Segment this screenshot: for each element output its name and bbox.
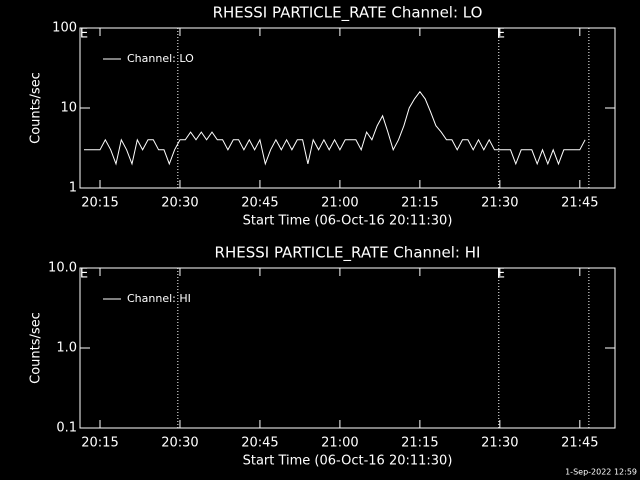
x-tick-label: 21:15 — [401, 436, 438, 451]
y-tick-label: 1.0 — [56, 341, 77, 356]
y-tick-label: 100 — [52, 21, 77, 36]
y-tick-label: 10.0 — [48, 261, 77, 276]
legend-label: Channel: HI — [127, 292, 191, 305]
event-marker: E — [80, 267, 88, 282]
x-tick-label: 21:45 — [561, 436, 598, 451]
footer: 1-Sep-2022 12:59 — [565, 468, 637, 477]
x-tick-label: 21:00 — [321, 196, 358, 211]
x-tick-label: 21:30 — [481, 436, 518, 451]
y-tick-label: 0.1 — [56, 421, 77, 436]
x-axis-label: Start Time (06-Oct-16 20:11:30) — [243, 454, 453, 469]
event-marker: E — [80, 27, 88, 42]
y-tick-label: 1 — [69, 181, 77, 196]
chart-title: RHESSI PARTICLE_RATE Channel: HI — [215, 244, 481, 263]
x-tick-label: 20:15 — [81, 196, 118, 211]
x-axis-label: Start Time (06-Oct-16 20:11:30) — [243, 214, 453, 229]
x-tick-label: 21:45 — [561, 196, 598, 211]
x-tick-label: 20:30 — [161, 436, 198, 451]
chart-title: RHESSI PARTICLE_RATE Channel: LO — [213, 4, 483, 23]
event-marker: E — [497, 267, 505, 282]
x-tick-label: 21:00 — [321, 436, 358, 451]
event-marker: E — [497, 27, 505, 42]
data-line — [84, 90, 586, 166]
y-axis-label: Counts/sec — [29, 312, 44, 384]
x-tick-label: 21:30 — [481, 196, 518, 211]
legend-label: Channel: LO — [127, 52, 194, 65]
y-tick-label: 10 — [60, 101, 77, 116]
y-axis-label: Counts/sec — [29, 72, 44, 144]
x-tick-label: 20:30 — [161, 196, 198, 211]
x-tick-label: 20:45 — [241, 196, 278, 211]
x-tick-label: 20:15 — [81, 436, 118, 451]
x-tick-label: 20:45 — [241, 436, 278, 451]
x-tick-label: 21:15 — [401, 196, 438, 211]
